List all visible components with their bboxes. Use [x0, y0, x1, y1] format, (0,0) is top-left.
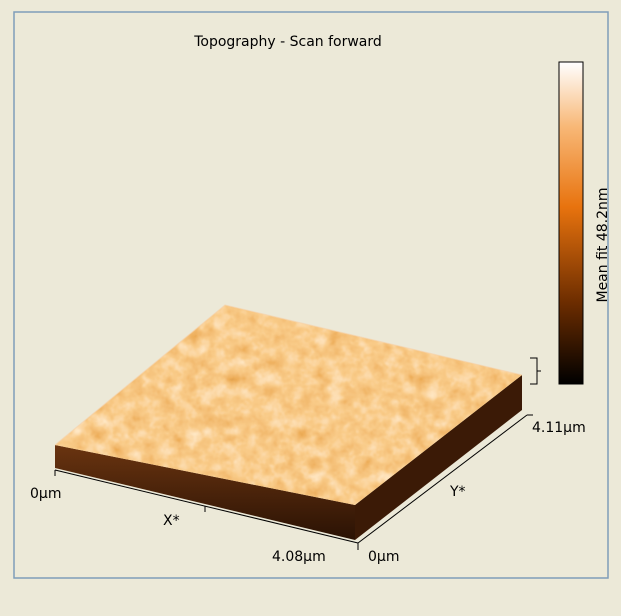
colorbar-label: Mean fit 48.2nm: [595, 187, 611, 302]
y-axis-label: Y*: [449, 484, 466, 500]
x-end-label: 4.08µm: [272, 549, 326, 565]
page: Topography - Scan forward Mean fit 48.2n…: [0, 0, 621, 612]
y-start-label: 0µm: [368, 549, 399, 565]
y-end-label: 4.11µm: [532, 420, 586, 436]
x-axis-label: X*: [163, 513, 180, 529]
topography-view: Topography - Scan forward Mean fit 48.2n…: [0, 0, 621, 612]
panel-title: Topography - Scan forward: [193, 34, 382, 50]
x-start-label: 0µm: [30, 486, 61, 502]
colorbar: [559, 62, 583, 384]
